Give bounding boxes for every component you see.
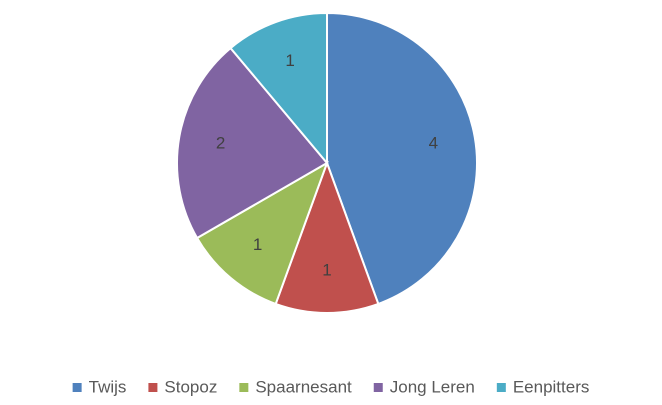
legend-label: Stopoz: [164, 377, 217, 396]
data-label: 1: [253, 235, 262, 254]
pie-slice: [176, 46, 329, 240]
legend-label: Jong Leren: [390, 377, 475, 396]
legend-marker: [239, 383, 249, 392]
data-label: 4: [429, 134, 438, 153]
data-label: 1: [322, 260, 331, 279]
data-label: 2: [216, 134, 225, 153]
legend-label: Spaarnesant: [255, 377, 352, 396]
legend-marker: [373, 383, 383, 392]
pie-slice: [195, 160, 329, 306]
pie-slice: [274, 160, 380, 314]
legend-marker: [496, 383, 506, 392]
legend-marker: [148, 383, 158, 392]
legend-label: Twijs: [89, 377, 127, 396]
pie-slice: [229, 11, 328, 166]
legend-marker: [72, 383, 82, 392]
data-label: 1: [285, 51, 294, 70]
legend-label: Eenpitters: [513, 377, 590, 396]
pie-slice: [326, 11, 478, 306]
